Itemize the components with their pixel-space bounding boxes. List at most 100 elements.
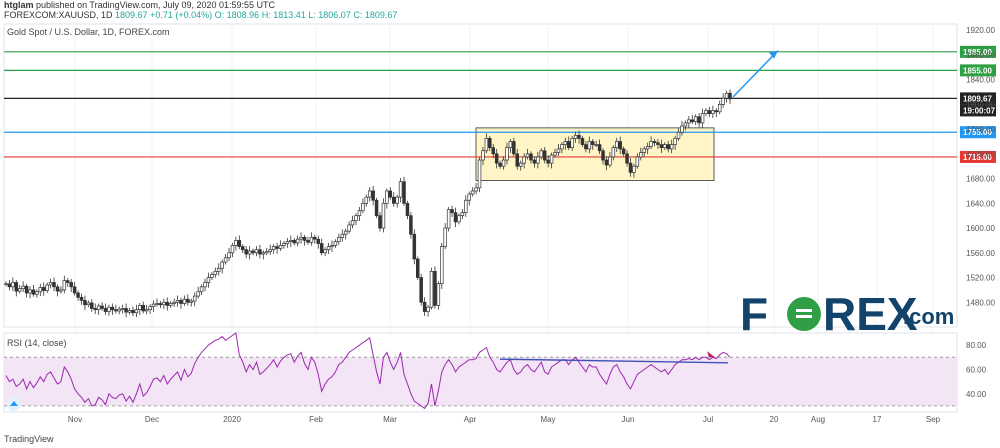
author-name[interactable]: htglam <box>4 0 34 10</box>
candle-body <box>491 147 495 155</box>
price-tick-label: 1520.00 <box>966 274 995 283</box>
candle-body <box>615 141 619 149</box>
candle-body <box>268 249 272 252</box>
level-price-label: 1755.00 <box>963 128 992 137</box>
candle-body <box>343 230 348 235</box>
candle-body <box>604 159 609 166</box>
candle-body <box>501 159 506 167</box>
candle-body <box>223 257 228 263</box>
level-price-label: 1809.67 <box>963 94 992 103</box>
candle-body <box>635 156 640 167</box>
price-axis[interactable]: 1920.00 1880.00 1840.00 1800.00 1760.00 1720.… <box>966 26 995 307</box>
candle-body <box>714 110 719 113</box>
candle-body <box>199 286 204 293</box>
price-tick-label: 1680.00 <box>966 175 995 184</box>
candle-body <box>227 252 231 259</box>
level-price-tag <box>960 126 996 139</box>
candle-body <box>590 141 595 145</box>
candle-body <box>275 246 279 249</box>
candle-body <box>120 308 125 310</box>
candle-body <box>700 113 705 124</box>
candle-body <box>549 154 554 164</box>
candle-body <box>488 138 492 149</box>
footer: TradingView <box>4 434 54 444</box>
candle-body <box>62 280 67 291</box>
candle-body <box>306 240 310 243</box>
price-tick-label: 1560.00 <box>966 249 995 258</box>
candle-body <box>395 196 399 204</box>
candle-body <box>144 309 149 312</box>
symbol-line: FOREXCOM:XAUUSD, 1D 1809.67 +0.71 (+0.04… <box>4 10 994 20</box>
candle-body <box>7 283 12 288</box>
tradingview-mini-icon[interactable] <box>7 397 21 411</box>
candle-body <box>457 215 461 223</box>
candle-body <box>210 274 214 278</box>
price-tick-label: 1480.00 <box>966 298 995 307</box>
candle-body <box>693 116 698 123</box>
logo-o-mark <box>787 297 821 331</box>
candle-body <box>621 148 626 155</box>
price-tick-label: 1840.00 <box>966 76 995 85</box>
candle-body <box>707 110 712 115</box>
candle-body <box>347 224 351 232</box>
time-tick-label: May <box>540 415 555 424</box>
candle-body <box>484 138 489 152</box>
candle-body <box>450 209 454 213</box>
candle-body <box>196 291 200 297</box>
candle-body <box>556 148 561 153</box>
candle-body <box>323 249 327 254</box>
candle-body <box>4 283 8 286</box>
candle-body <box>141 305 146 312</box>
candle-body <box>481 150 485 161</box>
candle-body <box>711 110 715 115</box>
candle-body <box>299 236 303 240</box>
candle-body <box>625 153 629 164</box>
candle-body <box>669 144 674 150</box>
candle-body <box>93 308 97 311</box>
level-price-tag <box>960 45 996 58</box>
price-tick-label: 1640.00 <box>966 199 995 208</box>
candle-body <box>361 202 365 212</box>
logo-suffix: .com <box>903 304 954 329</box>
candle-body <box>378 215 382 229</box>
ohlc-open: O: 1808.96 <box>214 10 260 20</box>
candle-body <box>340 233 345 238</box>
level-price-tag <box>960 64 996 77</box>
candle-body <box>114 309 118 312</box>
candle-body <box>391 196 396 204</box>
candle-body <box>443 227 447 247</box>
last-price: 1809.67 <box>115 10 148 20</box>
rsi-trendline <box>499 358 729 364</box>
candle-body <box>38 287 43 293</box>
candle-body <box>512 141 516 155</box>
candle-body <box>573 134 578 139</box>
time-axis[interactable]: Nov Dec 2020 Feb Mar Apr May Jun Jul 20 Aug 17 Sep <box>68 415 941 424</box>
candle-body <box>529 153 533 161</box>
candle-body <box>72 286 77 294</box>
candle-body <box>203 282 207 288</box>
candle-body <box>295 238 300 244</box>
candle-body <box>515 153 520 167</box>
candle-body <box>460 212 465 217</box>
candle-body <box>41 287 46 291</box>
candle-body <box>230 245 235 254</box>
countdown-label: 19:00:07 <box>963 106 996 115</box>
candle-body <box>453 212 458 223</box>
candle-body <box>687 119 691 124</box>
horizontal-levels[interactable]: 1885.00 1855.00 1809.67 1755.00 1715.00 19:00… <box>4 45 996 163</box>
candle-body <box>402 181 406 204</box>
candle-body <box>721 97 725 105</box>
tradingview-label[interactable]: TradingView <box>4 434 54 444</box>
rsi-tick-label: 40.00 <box>966 390 987 399</box>
candle-body <box>162 301 166 306</box>
candle-body <box>717 104 722 113</box>
candle-body <box>83 300 87 306</box>
candle-body <box>354 215 358 221</box>
candle-body <box>261 252 266 255</box>
price-tick-label: 1880.00 <box>966 51 995 60</box>
candle-body <box>59 289 63 292</box>
candle-body <box>645 146 650 150</box>
rsi-pane: 80.00 60.00 40.00 <box>3 332 987 413</box>
candle-body <box>422 301 427 312</box>
